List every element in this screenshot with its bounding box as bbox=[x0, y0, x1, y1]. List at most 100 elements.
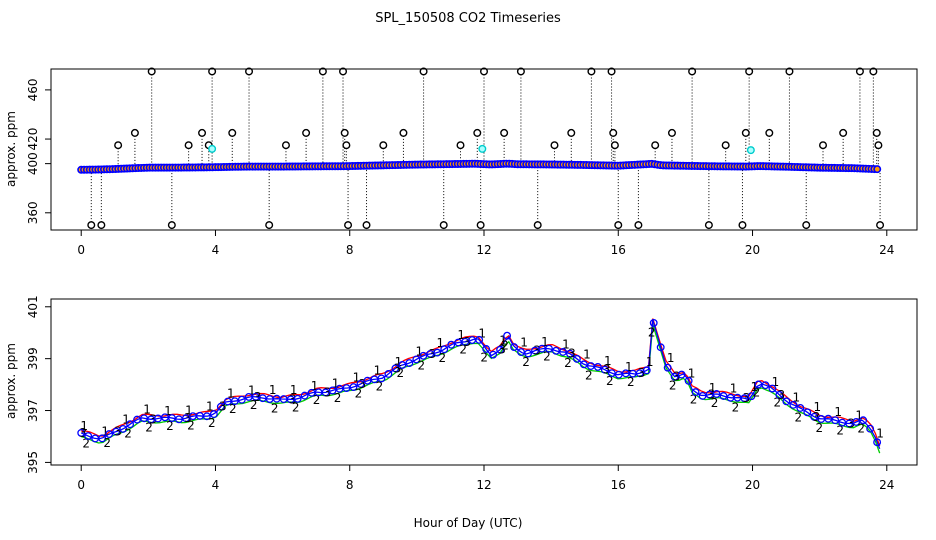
series-3-label: 3 bbox=[184, 411, 192, 425]
series-3-label: 3 bbox=[847, 416, 855, 430]
series-2-label: 2 bbox=[522, 355, 530, 369]
series-3-point bbox=[419, 351, 428, 360]
series-1-label: 1 bbox=[80, 419, 88, 433]
outlier-point bbox=[198, 128, 207, 137]
series-3-point bbox=[607, 369, 616, 378]
x-axis-label: Hour of Day (UTC) bbox=[414, 516, 523, 530]
series-1-label: 1 bbox=[730, 381, 738, 395]
outlier-point bbox=[550, 141, 559, 150]
series-2-label: 2 bbox=[187, 419, 195, 433]
outlier-point bbox=[362, 221, 371, 230]
series-2-label: 2 bbox=[459, 342, 467, 356]
top-ylabel: approx. ppm bbox=[4, 111, 18, 187]
outlier-point bbox=[318, 67, 327, 76]
series-1-label: 1 bbox=[604, 354, 612, 368]
series-2-label: 2 bbox=[564, 356, 572, 370]
series-3-point bbox=[412, 355, 421, 364]
series-2-label: 2 bbox=[145, 420, 153, 434]
series-2-label: 2 bbox=[753, 386, 761, 400]
series-3-point bbox=[391, 364, 400, 373]
series-3-point bbox=[105, 430, 114, 438]
series-3-point bbox=[852, 417, 861, 426]
series-3-label: 3 bbox=[812, 410, 820, 424]
series-3-point bbox=[230, 397, 239, 406]
series-1-label: 1 bbox=[374, 364, 382, 378]
y-tick-label: 400 bbox=[26, 152, 40, 175]
x-tick-label: 12 bbox=[476, 243, 491, 257]
outlier-point bbox=[876, 221, 885, 230]
series-1-label: 1 bbox=[855, 409, 863, 423]
series-3-line bbox=[80, 319, 881, 450]
series-1-label: 1 bbox=[520, 336, 528, 350]
outlier-point bbox=[839, 128, 848, 137]
series-3-point bbox=[775, 390, 784, 399]
series-2-label: 2 bbox=[271, 401, 279, 415]
bottom-plot-frame bbox=[50, 298, 918, 466]
series-3-point bbox=[572, 354, 581, 363]
series-3-label: 3 bbox=[428, 347, 436, 361]
series-2-label: 2 bbox=[438, 351, 446, 365]
series-1-label: 1 bbox=[311, 379, 319, 393]
series-3-point bbox=[579, 360, 588, 369]
series-2-label: 2 bbox=[376, 379, 384, 393]
outlier-point bbox=[130, 128, 139, 137]
series-1-label: 1 bbox=[562, 338, 570, 352]
chart-title: SPL_150508 CO2 Timeseries bbox=[375, 11, 561, 26]
series-3-point bbox=[112, 427, 121, 436]
outlier-point bbox=[147, 67, 156, 76]
x-tick-label: 4 bbox=[212, 478, 220, 492]
outlier-point bbox=[245, 67, 254, 76]
outlier-point bbox=[114, 141, 123, 150]
x-tick-label: 8 bbox=[346, 243, 354, 257]
series-2-label: 2 bbox=[648, 325, 656, 339]
series-1-label: 1 bbox=[206, 399, 214, 413]
series-3-point bbox=[461, 337, 470, 346]
bottom-ylabel: approx. ppm bbox=[4, 343, 18, 419]
x-tick-label: 8 bbox=[346, 478, 354, 492]
outlier-point bbox=[379, 141, 388, 150]
y-tick-label: 420 bbox=[26, 128, 40, 151]
series-3-point bbox=[510, 343, 519, 351]
series-3-point bbox=[216, 402, 225, 411]
series-1-label: 1 bbox=[101, 425, 109, 439]
outlier-point bbox=[704, 221, 713, 230]
series-2-label: 2 bbox=[711, 396, 719, 410]
series-3-label: 3 bbox=[289, 392, 297, 406]
series-3-point bbox=[482, 345, 491, 353]
outlier-point bbox=[476, 221, 485, 230]
series-2-label: 2 bbox=[669, 379, 677, 393]
series-3-label: 3 bbox=[533, 344, 541, 358]
bottom-y-axis: 395 397 399 401 bbox=[26, 295, 51, 474]
series-3-point bbox=[677, 370, 686, 379]
series-2-label: 2 bbox=[732, 400, 740, 414]
series-2-label: 2 bbox=[480, 351, 488, 365]
series-2-label: 2 bbox=[166, 419, 174, 433]
series-2-label: 2 bbox=[313, 393, 321, 407]
series-3-point bbox=[440, 345, 449, 354]
series-3-point bbox=[859, 416, 868, 425]
series-3-point bbox=[356, 380, 365, 388]
series-1-label: 1 bbox=[478, 326, 486, 340]
series-3-point bbox=[768, 384, 777, 393]
series-2-label: 2 bbox=[417, 358, 425, 372]
outlier-point bbox=[872, 128, 881, 137]
outlier-point bbox=[302, 128, 311, 137]
series-3-point bbox=[684, 376, 693, 385]
series-3-point bbox=[77, 428, 86, 437]
series-1-label: 1 bbox=[772, 375, 780, 389]
outlier-point bbox=[610, 141, 619, 150]
series-3-point bbox=[565, 349, 574, 358]
series-3-label: 3 bbox=[394, 361, 402, 375]
series-3-label: 3 bbox=[79, 426, 87, 440]
series-2-label: 2 bbox=[690, 393, 698, 407]
series-3-point bbox=[873, 438, 882, 447]
series-3-point bbox=[126, 420, 135, 429]
series-3-point bbox=[384, 370, 393, 378]
series-3-point bbox=[496, 345, 505, 354]
outlier-point bbox=[97, 221, 106, 230]
series-3-point bbox=[321, 388, 330, 397]
series-3-point bbox=[789, 400, 798, 409]
outlier-point bbox=[533, 221, 542, 230]
